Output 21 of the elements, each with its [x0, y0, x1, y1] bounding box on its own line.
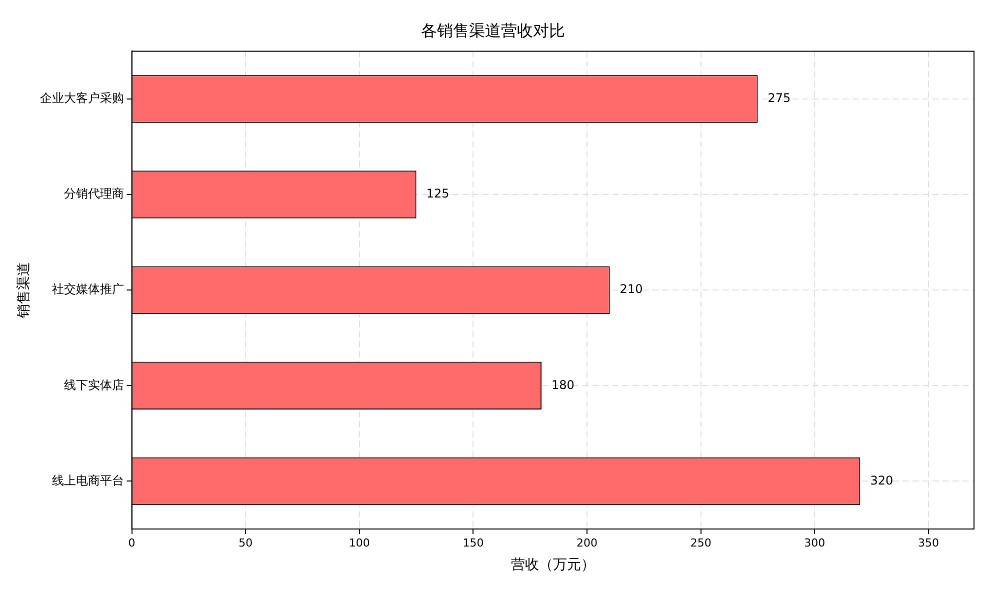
chart-title: 各销售渠道营收对比	[421, 20, 565, 40]
data-label: 320	[870, 473, 894, 488]
y-tick-label: 企业大客户采购	[40, 91, 124, 106]
x-tick-label: 350	[918, 536, 939, 550]
y-tick-label: 线下实体店	[64, 378, 124, 392]
data-label: 275	[768, 91, 791, 106]
data-label: 180	[552, 378, 574, 392]
x-tick-label: 150	[462, 536, 484, 550]
x-axis-title: 营收（万元）	[510, 557, 595, 574]
x-tick-label: 100	[348, 536, 370, 550]
data-label: 125	[426, 186, 450, 201]
x-tick-label: 50	[238, 536, 253, 550]
y-tick-label: 线上电商平台	[52, 473, 124, 488]
y-tick-label: 社交媒体推广	[52, 282, 124, 296]
x-tick-label: 300	[804, 536, 826, 550]
x-tick-label: 250	[690, 536, 712, 550]
x-tick-label: 200	[576, 536, 598, 550]
data-label: 210	[620, 282, 643, 296]
y-tick-label: 分销代理商	[64, 186, 124, 201]
x-tick-label: 0	[128, 536, 136, 550]
y-axis-title: 销售渠道	[16, 262, 32, 320]
